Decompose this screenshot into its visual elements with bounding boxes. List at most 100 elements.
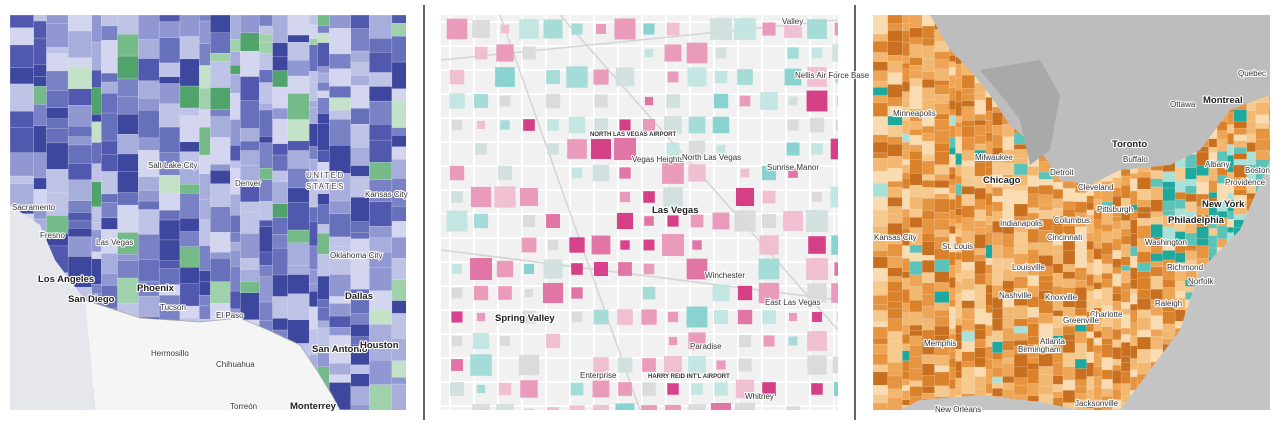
county xyxy=(961,205,976,219)
county xyxy=(974,100,987,115)
county xyxy=(902,399,911,406)
tract-square xyxy=(476,120,486,130)
tract-square xyxy=(667,71,679,83)
county xyxy=(1227,218,1235,228)
tract-square xyxy=(547,407,559,410)
county xyxy=(902,142,911,152)
tract-square xyxy=(615,67,635,87)
county xyxy=(1150,224,1164,239)
county xyxy=(909,408,923,410)
county xyxy=(1038,194,1054,206)
county xyxy=(955,164,963,177)
county xyxy=(1269,324,1270,338)
county xyxy=(873,280,889,291)
county xyxy=(961,106,976,121)
county xyxy=(1086,274,1095,287)
county xyxy=(179,15,200,38)
county xyxy=(934,385,950,398)
county xyxy=(391,127,406,136)
county xyxy=(33,104,48,127)
tract-square xyxy=(716,144,726,154)
county xyxy=(992,187,1004,197)
county xyxy=(1208,235,1218,249)
county xyxy=(974,260,987,275)
county xyxy=(117,96,139,115)
county xyxy=(210,170,231,185)
county xyxy=(329,145,352,174)
county xyxy=(1162,200,1176,211)
county xyxy=(308,269,319,285)
county xyxy=(259,25,274,35)
county xyxy=(873,353,889,366)
county xyxy=(91,284,102,295)
county xyxy=(1120,244,1131,258)
county xyxy=(873,183,889,198)
county xyxy=(1038,185,1054,196)
county xyxy=(67,30,93,59)
county xyxy=(948,55,957,63)
tract-square xyxy=(642,382,656,396)
county xyxy=(210,281,231,305)
county xyxy=(961,261,976,271)
county xyxy=(1162,171,1176,183)
county xyxy=(1185,245,1198,252)
county xyxy=(391,61,406,90)
county xyxy=(909,15,923,29)
county xyxy=(1162,279,1176,288)
county xyxy=(992,112,1004,126)
county xyxy=(287,119,310,142)
county xyxy=(138,39,160,60)
county xyxy=(369,359,393,386)
county xyxy=(138,137,160,151)
county xyxy=(287,242,310,267)
county xyxy=(955,215,963,225)
tract-square xyxy=(834,262,838,276)
county xyxy=(230,232,241,243)
county xyxy=(934,103,950,115)
place-label: Las Vegas xyxy=(652,205,698,216)
tract-square xyxy=(758,258,780,280)
county xyxy=(1093,407,1103,410)
place-label: Houston xyxy=(360,340,399,351)
county xyxy=(179,168,200,185)
county xyxy=(67,105,93,127)
tract-square xyxy=(688,332,706,350)
county xyxy=(1130,246,1138,257)
county xyxy=(974,308,987,316)
county xyxy=(240,233,260,260)
county xyxy=(287,93,310,121)
county xyxy=(887,354,903,363)
county xyxy=(1137,409,1152,410)
county xyxy=(1002,358,1015,364)
county xyxy=(317,204,330,226)
county xyxy=(1112,329,1122,341)
gulf xyxy=(900,395,1080,410)
county xyxy=(934,355,950,367)
county xyxy=(873,87,889,96)
tract-square xyxy=(594,118,608,132)
county xyxy=(1013,190,1029,205)
county xyxy=(948,378,957,390)
county xyxy=(259,251,274,266)
county xyxy=(240,281,260,294)
tract-square xyxy=(476,384,486,394)
tract-square xyxy=(592,380,610,398)
place-label: Quebec xyxy=(1238,69,1266,78)
tract-square xyxy=(643,23,655,35)
tract-square xyxy=(472,332,490,350)
county xyxy=(329,409,352,410)
county xyxy=(961,186,976,195)
county xyxy=(985,369,993,384)
county xyxy=(955,175,963,185)
county xyxy=(887,156,903,169)
county xyxy=(1013,149,1029,159)
county xyxy=(91,121,102,144)
tract-square xyxy=(809,117,825,133)
county xyxy=(1038,313,1054,325)
county xyxy=(287,319,310,345)
county xyxy=(308,100,319,109)
county xyxy=(1227,124,1235,134)
county xyxy=(961,176,976,187)
county xyxy=(902,81,911,93)
tract-square xyxy=(520,380,538,398)
